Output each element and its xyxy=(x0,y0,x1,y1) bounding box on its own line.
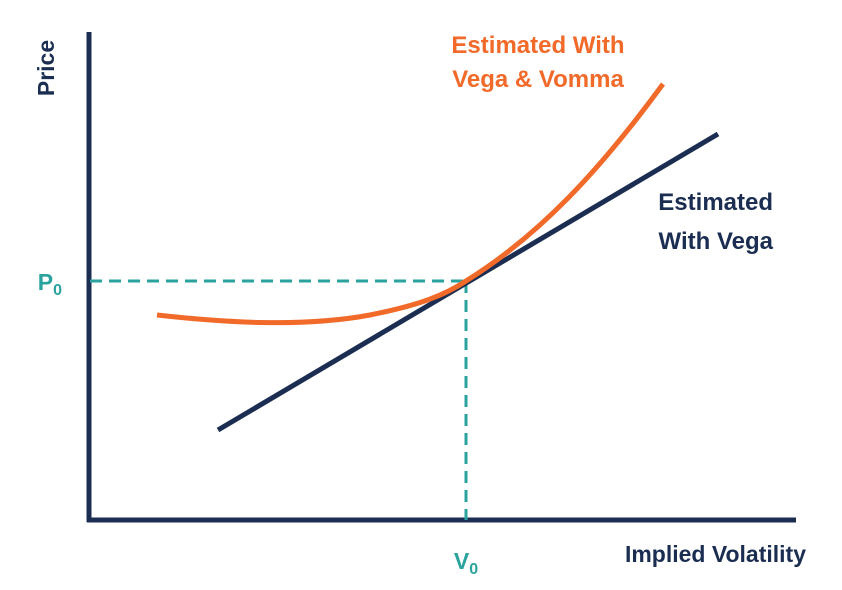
p0-subscript: 0 xyxy=(53,282,62,299)
v0-symbol: V xyxy=(454,548,470,574)
vega-vomma-estimate-curve xyxy=(156,82,666,326)
vega-label-line2: With Vega xyxy=(659,228,774,255)
vega-label-line1: Estimated xyxy=(658,189,773,216)
p0-symbol: P xyxy=(38,269,53,295)
v0-subscript: 0 xyxy=(469,561,478,578)
y-axis-label: Price xyxy=(33,40,59,96)
vega-vomma-label-line1: Estimated With xyxy=(451,32,624,59)
x-axis-label: Implied Volatility xyxy=(625,541,806,567)
vega-vomma-label-line2: Vega & Vomma xyxy=(452,66,624,93)
v0-label: V0 xyxy=(454,548,478,578)
p0-label: P0 xyxy=(38,269,62,299)
